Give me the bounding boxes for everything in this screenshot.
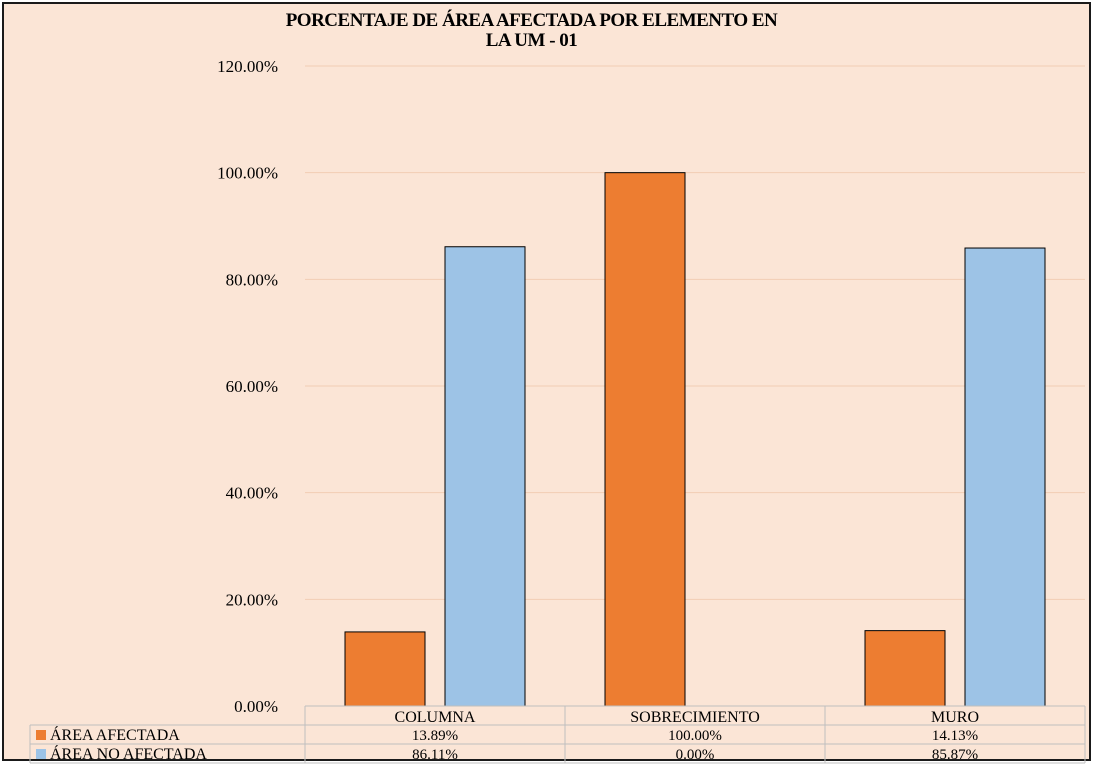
- chart-title-line-2: LA UM - 01: [485, 30, 578, 51]
- chart-title-line-1: PORCENTAJE DE ÁREA AFECTADA POR ELEMENTO…: [285, 10, 778, 31]
- table-value: 14.13%: [932, 728, 978, 744]
- y-tick-label: 120.00%: [217, 57, 278, 76]
- table-value: 13.89%: [412, 728, 458, 744]
- legend-key: [36, 749, 46, 759]
- table-value: 100.00%: [668, 728, 722, 744]
- x-category-label: SOBRECIMIENTO: [630, 709, 760, 726]
- bar: [964, 247, 1046, 707]
- y-tick-label: 0.00%: [234, 697, 278, 716]
- y-tick-label: 100.00%: [217, 164, 278, 183]
- bar: [444, 246, 526, 707]
- bar: [604, 172, 686, 707]
- y-tick-label: 60.00%: [226, 377, 278, 396]
- y-tick-label: 40.00%: [226, 484, 278, 503]
- legend-key: [36, 730, 46, 740]
- x-category-label: COLUMNA: [395, 709, 476, 726]
- x-category-label: MURO: [931, 709, 979, 726]
- legend-label: ÁREA NO AFECTADA: [50, 744, 207, 763]
- table-value: 85.87%: [932, 747, 978, 763]
- bar: [344, 631, 426, 707]
- table-value: 86.11%: [412, 747, 458, 763]
- table-value: 0.00%: [676, 747, 715, 763]
- legend-label: ÁREA AFECTADA: [50, 725, 180, 744]
- y-tick-label: 80.00%: [226, 270, 278, 289]
- bar: [864, 630, 946, 707]
- y-tick-label: 20.00%: [226, 590, 278, 609]
